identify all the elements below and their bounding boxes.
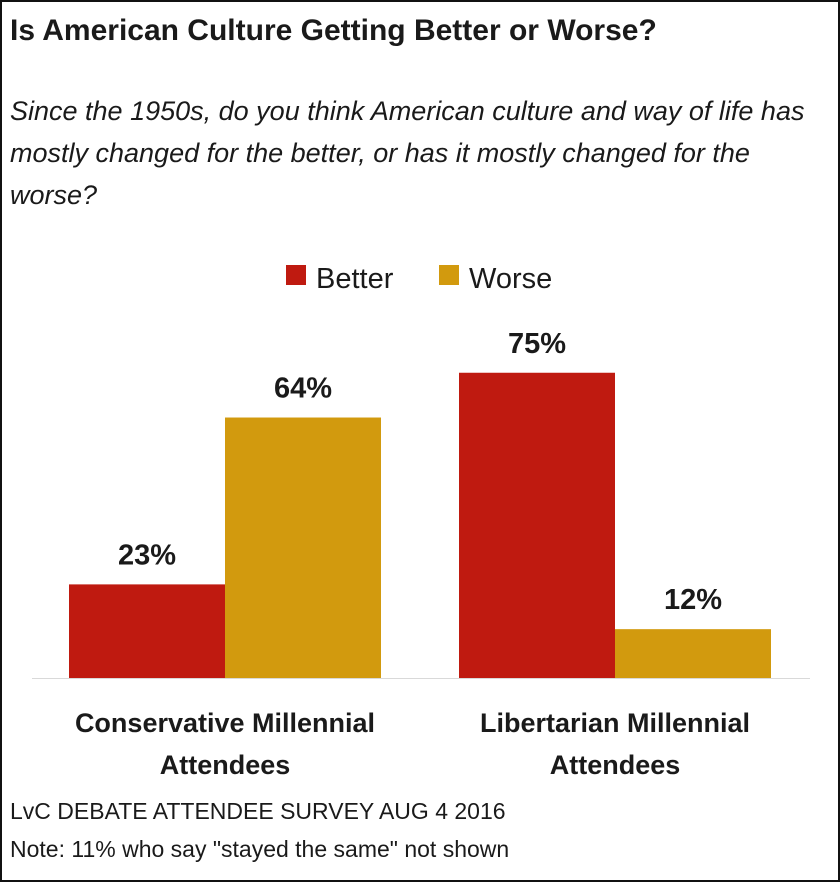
bar-worse-1	[225, 417, 381, 678]
legend-label-better: Better	[316, 263, 394, 295]
category-label-2-line-2: Attendees	[550, 750, 681, 780]
category-label-1-line-2: Attendees	[160, 750, 291, 780]
bar-worse-2	[615, 629, 771, 678]
value-label-worse-2: 12%	[664, 584, 722, 616]
value-label-better-2: 75%	[508, 328, 566, 360]
category-label-2-line-1: Libertarian Millennial	[480, 708, 750, 738]
note-text: Note: 11% who say "stayed the same" not …	[10, 836, 510, 862]
bar-chart: Better Worse 23% 64% Conservative Millennial…	[32, 263, 810, 780]
legend-label-worse: Worse	[469, 263, 552, 295]
legend-swatch-worse	[439, 265, 459, 285]
bar-better-2	[459, 372, 615, 678]
value-label-better-1: 23%	[118, 539, 176, 571]
source-text: LvC DEBATE ATTENDEE SURVEY AUG 4 2016	[10, 798, 506, 824]
value-label-worse-1: 64%	[274, 373, 332, 405]
chart-subtitle: Since the 1950s, do you think American c…	[10, 96, 805, 210]
chart-title: Is American Culture Getting Better or Wo…	[10, 14, 657, 47]
category-label-1-line-1: Conservative Millennial	[75, 708, 375, 738]
bar-better-1	[69, 584, 225, 678]
legend-swatch-better	[286, 265, 306, 285]
